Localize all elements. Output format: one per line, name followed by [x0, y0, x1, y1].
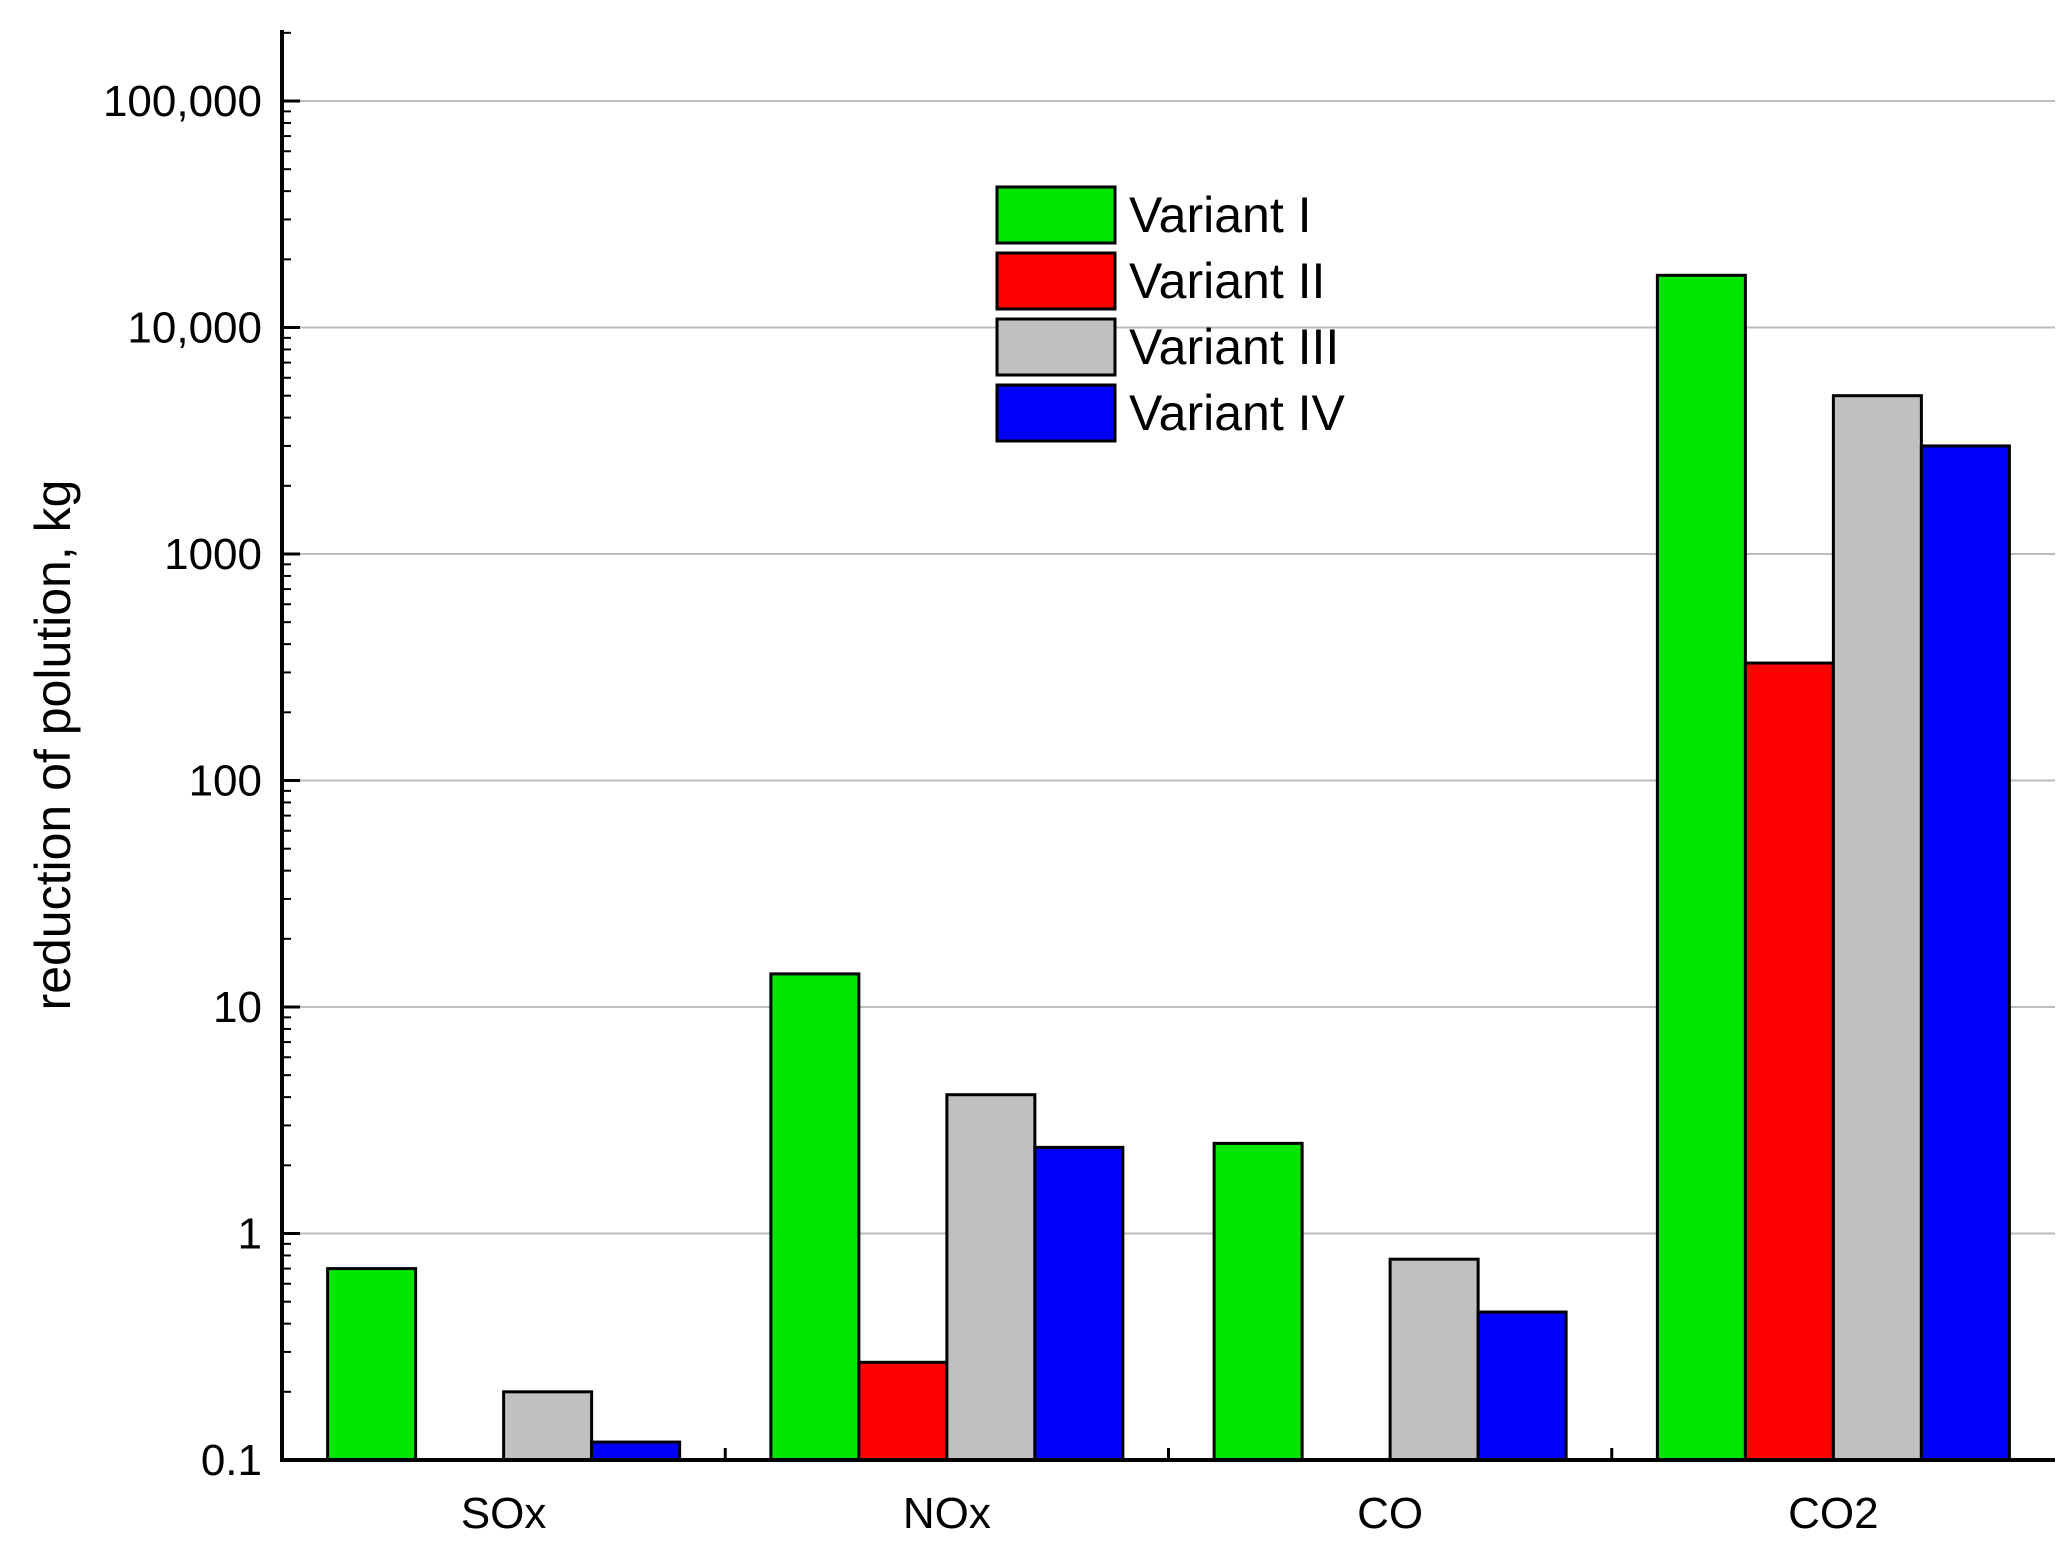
bars — [326, 273, 2011, 1462]
legend-label: Variant I — [1129, 187, 1312, 243]
legend-label: Variant III — [1129, 319, 1339, 375]
bar — [1388, 1257, 1480, 1462]
x-tick-label: CO2 — [1788, 1489, 1878, 1538]
bar — [326, 1267, 418, 1462]
legend: Variant I Variant II Variant III Variant IV — [995, 185, 1345, 443]
y-tick-label: 1 — [238, 1210, 262, 1259]
y-tick-label: 10 — [213, 983, 262, 1032]
bar — [857, 1360, 949, 1462]
legend-swatch — [995, 185, 1117, 245]
legend-swatch — [995, 383, 1117, 443]
bar — [1743, 661, 1835, 1462]
y-ticks: 0.1 1 10 100 1000 10,000 100,000 — [103, 31, 300, 1485]
legend-label: Variant II — [1129, 253, 1325, 309]
bar — [1831, 394, 1923, 1462]
y-tick-label: 100 — [189, 757, 262, 806]
bar — [769, 972, 861, 1462]
legend-swatch — [995, 251, 1117, 311]
bar — [1476, 1310, 1568, 1462]
y-tick-label: 1000 — [164, 530, 262, 579]
x-ticks: SOx NOx CO CO2 — [461, 1448, 1879, 1538]
x-tick-label: CO — [1357, 1489, 1423, 1538]
y-tick-label: 0.1 — [201, 1436, 262, 1485]
bar — [1212, 1141, 1304, 1462]
bar — [502, 1390, 594, 1462]
x-tick-label: SOx — [461, 1489, 547, 1538]
bar — [1655, 273, 1747, 1462]
bar — [590, 1440, 682, 1462]
x-tick-label: NOx — [903, 1489, 991, 1538]
bar — [1919, 444, 2011, 1462]
legend-swatch — [995, 317, 1117, 377]
legend-label: Variant IV — [1129, 385, 1345, 441]
bar — [945, 1093, 1037, 1462]
y-tick-label: 100,000 — [103, 77, 262, 126]
bar — [1033, 1145, 1125, 1462]
y-axis-title: reduction of polution, kg — [25, 480, 81, 1011]
y-tick-label: 10,000 — [127, 304, 262, 353]
